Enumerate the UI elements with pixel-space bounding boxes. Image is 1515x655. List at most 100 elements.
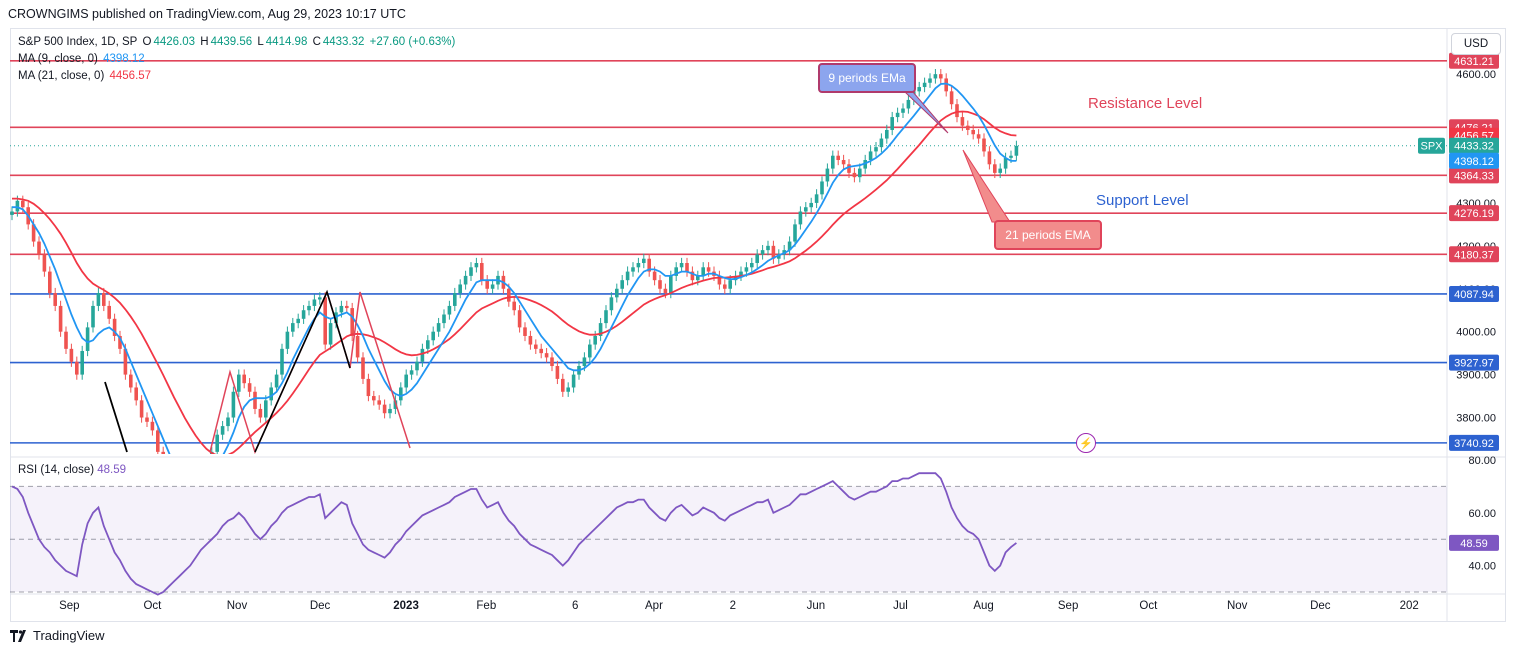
x-tick-label: Aug xyxy=(973,600,993,612)
rsi-price-tag xyxy=(1449,534,1499,551)
candle-body xyxy=(53,293,57,306)
ma21-line xyxy=(12,110,1017,454)
candle-body xyxy=(642,258,646,264)
candle-body xyxy=(939,74,943,79)
close-label: C xyxy=(312,36,321,48)
price-tag-label: 4398.12 xyxy=(1454,156,1494,168)
candle-body xyxy=(982,138,986,152)
candle-body xyxy=(874,147,878,152)
candle-body xyxy=(48,271,52,294)
candle-body xyxy=(723,284,727,289)
candle-body xyxy=(847,164,851,173)
candle-body xyxy=(334,312,338,324)
open-value: 4426.03 xyxy=(153,36,196,48)
candle-body xyxy=(593,335,597,345)
candle-body xyxy=(944,78,948,92)
candle-body xyxy=(145,417,149,422)
candle-body xyxy=(868,151,873,161)
candle-body xyxy=(1009,155,1013,158)
candle-body xyxy=(728,280,732,289)
ma21-label: MA (21, close, 0) xyxy=(18,70,105,82)
low-value: 4414.98 xyxy=(265,36,308,48)
x-tick-label: Nov xyxy=(1227,600,1248,612)
candle-body xyxy=(679,263,684,268)
level-price-tag xyxy=(1449,52,1499,69)
ma21-value: 4456.57 xyxy=(109,70,152,82)
candle-body xyxy=(955,104,959,118)
candle-body xyxy=(998,168,1002,173)
x-tick-label: Dec xyxy=(1310,600,1331,612)
candle-body xyxy=(598,323,603,336)
level-price-label: 4087.94 xyxy=(1454,289,1494,301)
candle-body xyxy=(312,299,317,306)
candle-body xyxy=(404,374,408,388)
candle-body xyxy=(625,271,630,281)
level-price-tag xyxy=(1449,434,1499,451)
rsi-line xyxy=(11,472,1017,596)
candle-body xyxy=(247,383,252,392)
currency-button[interactable]: USD xyxy=(1451,33,1501,55)
symbol-label: S&P 500 Index, 1D, SP xyxy=(18,36,138,48)
footer-brand: TradingView xyxy=(33,628,105,643)
price-tag-label: 4433.32 xyxy=(1454,141,1494,153)
candle-body xyxy=(852,172,857,178)
candle-body xyxy=(836,155,840,161)
candle-body xyxy=(480,263,484,281)
ohlc-legend: S&P 500 Index, 1D, SP O 4426.03 H 4439.56 … xyxy=(18,36,457,48)
candle-body xyxy=(669,275,673,294)
lightning-icon[interactable]: ⚡ xyxy=(1076,433,1096,453)
candle-body xyxy=(139,400,144,418)
candle-body xyxy=(841,160,846,165)
level-price-tag xyxy=(1449,205,1499,222)
close-value: 4433.32 xyxy=(322,36,365,48)
candle-body xyxy=(636,263,641,268)
candle-body xyxy=(91,305,95,328)
candle-body xyxy=(307,305,311,311)
level-price-tag xyxy=(1449,246,1499,263)
candle-body xyxy=(377,400,381,405)
candle-body xyxy=(474,263,479,268)
x-tick-label: Sep xyxy=(1058,600,1078,612)
rsi-band-fill xyxy=(10,486,1447,592)
candle-body xyxy=(285,331,290,349)
chart-frame xyxy=(10,28,1506,622)
rsi-tick-label: 40.00 xyxy=(1468,561,1496,573)
candle-body xyxy=(69,348,74,362)
candle-body xyxy=(220,426,225,435)
candle-body xyxy=(949,91,954,105)
candle-body xyxy=(895,112,900,118)
candle-body xyxy=(42,254,47,272)
candle-body xyxy=(458,284,462,294)
candle-body xyxy=(750,263,754,268)
candle-body xyxy=(809,202,813,208)
candle-body xyxy=(112,318,117,336)
candle-body xyxy=(399,387,403,401)
level-price-tag xyxy=(1449,285,1499,302)
ma9-line xyxy=(12,82,1017,454)
x-tick-label: Dec xyxy=(310,600,331,612)
candle-body xyxy=(966,125,970,130)
candle-body xyxy=(814,194,819,203)
candle-body xyxy=(361,357,365,379)
rsi-legend: RSI (14, close) 48.59 xyxy=(18,464,126,476)
candle-body xyxy=(453,293,457,306)
candle-body xyxy=(296,318,300,324)
candle-body xyxy=(858,168,862,178)
level-price-label: 4631.21 xyxy=(1454,56,1494,68)
footer[interactable]: TradingView xyxy=(10,628,105,643)
candle-body xyxy=(301,310,306,319)
level-price-label: 3927.97 xyxy=(1454,358,1494,370)
candle-body xyxy=(436,323,441,332)
candle-body xyxy=(253,391,257,409)
candle-body xyxy=(355,335,360,358)
candle-body xyxy=(960,117,965,126)
candle-body xyxy=(976,134,981,139)
drawing-zigzag-black xyxy=(254,289,351,453)
candle-body xyxy=(107,305,111,319)
level-price-label: 4180.37 xyxy=(1454,249,1494,261)
candle-body xyxy=(345,305,349,309)
candle-body xyxy=(517,310,522,328)
candle-body xyxy=(523,327,527,336)
candle-body xyxy=(534,344,538,349)
